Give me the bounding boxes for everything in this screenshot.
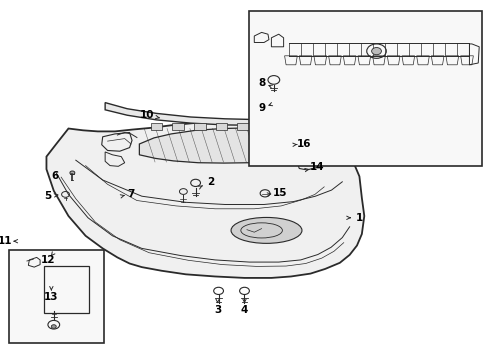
Text: 9: 9 (258, 103, 264, 113)
Text: 2: 2 (206, 177, 213, 187)
Polygon shape (302, 123, 313, 130)
Polygon shape (139, 128, 320, 163)
Text: 6: 6 (51, 171, 58, 181)
Polygon shape (290, 140, 306, 149)
Polygon shape (172, 123, 183, 130)
Circle shape (371, 48, 381, 55)
Text: 5: 5 (44, 191, 51, 201)
Text: 16: 16 (296, 139, 311, 149)
Text: 7: 7 (127, 189, 135, 199)
Polygon shape (215, 123, 227, 130)
Text: 10: 10 (139, 110, 154, 120)
Text: 1: 1 (355, 213, 362, 223)
Text: 3: 3 (214, 305, 221, 315)
Polygon shape (150, 123, 162, 130)
Polygon shape (280, 123, 292, 130)
Polygon shape (312, 114, 322, 130)
Polygon shape (194, 123, 205, 130)
Polygon shape (105, 103, 312, 125)
Text: 15: 15 (272, 188, 286, 198)
Polygon shape (258, 123, 270, 130)
FancyBboxPatch shape (9, 250, 104, 343)
Ellipse shape (231, 217, 302, 243)
Text: 13: 13 (44, 292, 59, 302)
Text: 12: 12 (41, 255, 55, 265)
Text: 4: 4 (240, 305, 248, 315)
Polygon shape (237, 123, 248, 130)
Text: 8: 8 (258, 78, 264, 88)
Text: 11: 11 (0, 236, 12, 246)
Circle shape (70, 171, 75, 175)
Circle shape (51, 325, 56, 328)
FancyBboxPatch shape (249, 11, 481, 166)
Text: 14: 14 (309, 162, 324, 172)
Polygon shape (46, 121, 364, 278)
